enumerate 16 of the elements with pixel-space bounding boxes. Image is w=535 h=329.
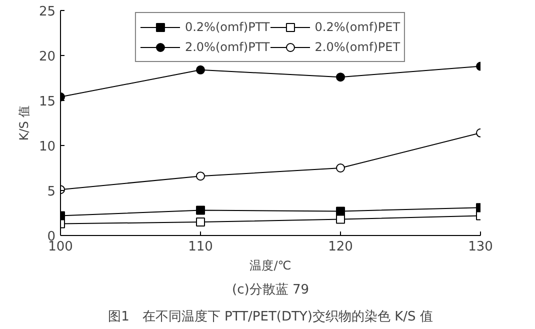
y-tick-label: 20 bbox=[38, 50, 56, 64]
x-tick-label: 130 bbox=[468, 240, 493, 254]
x-tick-label: 110 bbox=[188, 240, 213, 254]
legend-label: 0.2%(omf)PET bbox=[314, 20, 400, 34]
legend-label: 0.2%(omf)PTT bbox=[184, 20, 270, 34]
caption: 图1 在不同温度下 PTT/PET(DTY)交织物的染色 K/S 值 bbox=[108, 308, 433, 324]
y-tick-label: 25 bbox=[38, 4, 56, 20]
y-tick-label: 5 bbox=[47, 184, 56, 200]
x-tick-label: 120 bbox=[328, 240, 353, 254]
y-axis-title: K/S 值 bbox=[16, 105, 31, 141]
text: (c)分散蓝 79 bbox=[232, 282, 309, 298]
legend-label: 2.0%(omf)PET bbox=[314, 40, 400, 54]
x-axis-title: 温度/℃ bbox=[250, 258, 292, 272]
y-tick-label: 10 bbox=[38, 140, 56, 154]
y-tick-label: 15 bbox=[38, 94, 56, 110]
legend-label: 2.0%(omf)PTT bbox=[184, 40, 270, 54]
